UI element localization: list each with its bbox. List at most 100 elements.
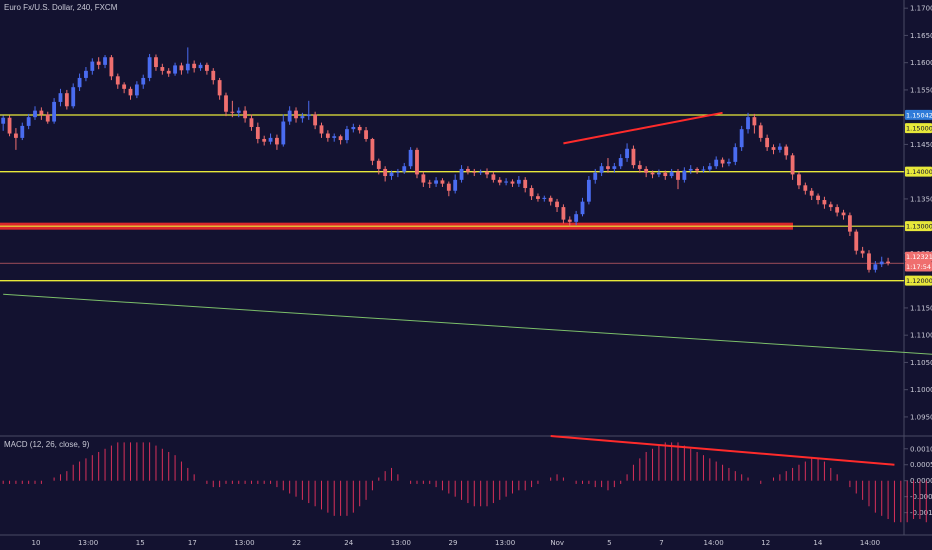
candle-body[interactable] [281,121,286,145]
candle-body[interactable] [567,219,572,222]
candle-body[interactable] [637,165,642,169]
candle-body[interactable] [58,93,63,102]
candle-body[interactable] [370,138,375,161]
candle-body[interactable] [548,197,553,202]
candle-body[interactable] [650,172,655,175]
candle-body[interactable] [784,146,789,156]
candle-body[interactable] [338,136,343,141]
candle-body[interactable] [777,146,782,150]
candle-body[interactable] [275,137,279,145]
candle-body[interactable] [249,118,254,127]
candle-body[interactable] [561,207,566,220]
candle-body[interactable] [192,63,197,69]
candle-body[interactable] [873,264,878,270]
candle-body[interactable] [52,101,57,122]
candle-body[interactable] [204,64,209,71]
candle-body[interactable] [536,196,540,199]
candle-body[interactable] [765,137,770,148]
candle-body[interactable] [115,76,120,85]
candle-body[interactable] [822,200,827,205]
candle-body[interactable] [160,67,165,71]
candle-body[interactable] [64,93,69,107]
candle-body[interactable] [325,133,330,138]
candle-body[interactable] [39,110,44,115]
candle-body[interactable] [103,57,107,65]
candle-body[interactable] [179,65,184,71]
candle-body[interactable] [574,214,579,222]
candle-body[interactable] [45,114,50,122]
candle-body[interactable] [472,171,477,173]
candle-body[interactable] [7,117,12,134]
candle-body[interactable] [211,70,216,81]
candle-body[interactable] [542,197,547,199]
candle-body[interactable] [332,136,337,138]
candle-body[interactable] [185,63,190,71]
candle-body[interactable] [841,212,846,216]
candle-body[interactable] [714,159,719,167]
candle-body[interactable] [351,126,356,130]
candle-body[interactable] [408,149,413,167]
candle-body[interactable] [860,250,865,254]
candle-body[interactable] [803,185,808,191]
candle-body[interactable] [268,137,273,142]
candle-body[interactable] [141,77,146,85]
candle-body[interactable] [14,133,18,138]
candle-body[interactable] [357,126,362,131]
candle-body[interactable] [739,129,744,148]
candle-body[interactable] [701,169,706,171]
candle-body[interactable] [421,174,426,183]
candle-body[interactable] [173,65,177,74]
candle-body[interactable] [879,261,884,265]
candle-body[interactable] [847,215,852,232]
candle-body[interactable] [491,174,496,180]
candle-body[interactable] [555,201,559,208]
candle-body[interactable] [497,179,502,183]
candle-body[interactable] [128,88,133,96]
candle-body[interactable] [147,57,152,78]
candle-body[interactable] [90,61,95,71]
candle-body[interactable] [656,172,661,175]
candle-body[interactable] [510,181,515,184]
candle-body[interactable] [243,110,248,119]
candle-body[interactable] [466,168,470,172]
candle-body[interactable] [886,261,890,264]
candle-body[interactable] [854,231,859,251]
candle-body[interactable] [287,110,292,122]
candle-body[interactable] [618,158,623,167]
candle-body[interactable] [33,110,37,118]
candle-body[interactable] [752,117,757,126]
candle-body[interactable] [427,182,432,184]
candle-body[interactable] [415,149,419,175]
candle-body[interactable] [612,166,617,169]
candle-body[interactable] [109,57,114,77]
candle-body[interactable] [771,147,776,150]
candle-body[interactable] [790,155,795,175]
candle-body[interactable] [523,179,528,189]
candle-body[interactable] [688,168,693,171]
candle-body[interactable] [631,148,636,166]
candle-body[interactable] [446,183,451,191]
candle-body[interactable] [84,70,88,78]
candle-body[interactable] [319,125,324,134]
candle-body[interactable] [720,159,725,164]
candle-body[interactable] [727,161,731,164]
candle-body[interactable] [695,168,700,171]
candle-body[interactable] [733,147,738,162]
candle-body[interactable] [593,172,598,180]
candle-body[interactable] [77,77,82,88]
candle-body[interactable] [478,171,483,173]
candle-body[interactable] [516,179,521,184]
candle-body[interactable] [1,117,6,124]
candle-body[interactable] [345,129,349,141]
candle-body[interactable] [300,116,305,119]
candle-body[interactable] [71,87,76,107]
candle-body[interactable] [459,168,464,180]
candle-body[interactable] [122,84,127,89]
candle-body[interactable] [682,170,687,180]
candle-body[interactable] [580,201,585,215]
candle-body[interactable] [453,179,458,191]
candle-body[interactable] [364,130,368,139]
candle-body[interactable] [198,64,203,69]
candle-body[interactable] [644,168,649,173]
candle-body[interactable] [434,180,438,184]
